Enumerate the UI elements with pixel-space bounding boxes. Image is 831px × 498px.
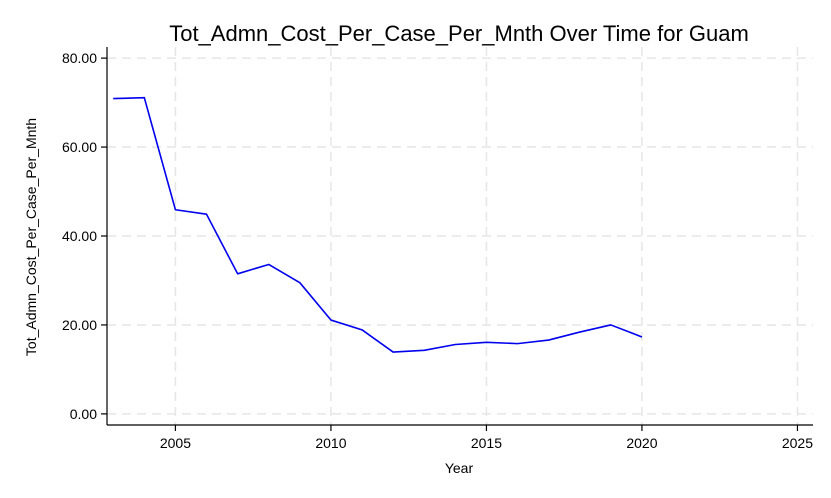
x-tick-label: 2005 [160, 435, 191, 451]
x-tick-label: 2010 [315, 435, 346, 451]
y-tick-label: 0.00 [70, 406, 97, 422]
chart-title: Tot_Admn_Cost_Per_Case_Per_Mnth Over Tim… [169, 21, 749, 46]
tick-labels: 0.00 20.00 40.00 60.00 80.00 2005 2010 2015 2020… [62, 50, 813, 451]
x-tick-label: 2025 [782, 435, 813, 451]
y-tick-label: 40.00 [62, 228, 97, 244]
y-axis-label: Tot_Admn_Cost_Per_Case_Per_Mnth [23, 118, 39, 356]
axes [101, 47, 813, 431]
x-tick-label: 2015 [471, 435, 502, 451]
x-tick-label: 2020 [626, 435, 657, 451]
y-tick-label: 80.00 [62, 50, 97, 66]
series [113, 96, 643, 353]
y-tick-label: 20.00 [62, 317, 97, 333]
series-line [113, 96, 643, 353]
grid [107, 47, 813, 425]
x-axis-label: Year [445, 460, 474, 476]
y-tick-label: 60.00 [62, 139, 97, 155]
